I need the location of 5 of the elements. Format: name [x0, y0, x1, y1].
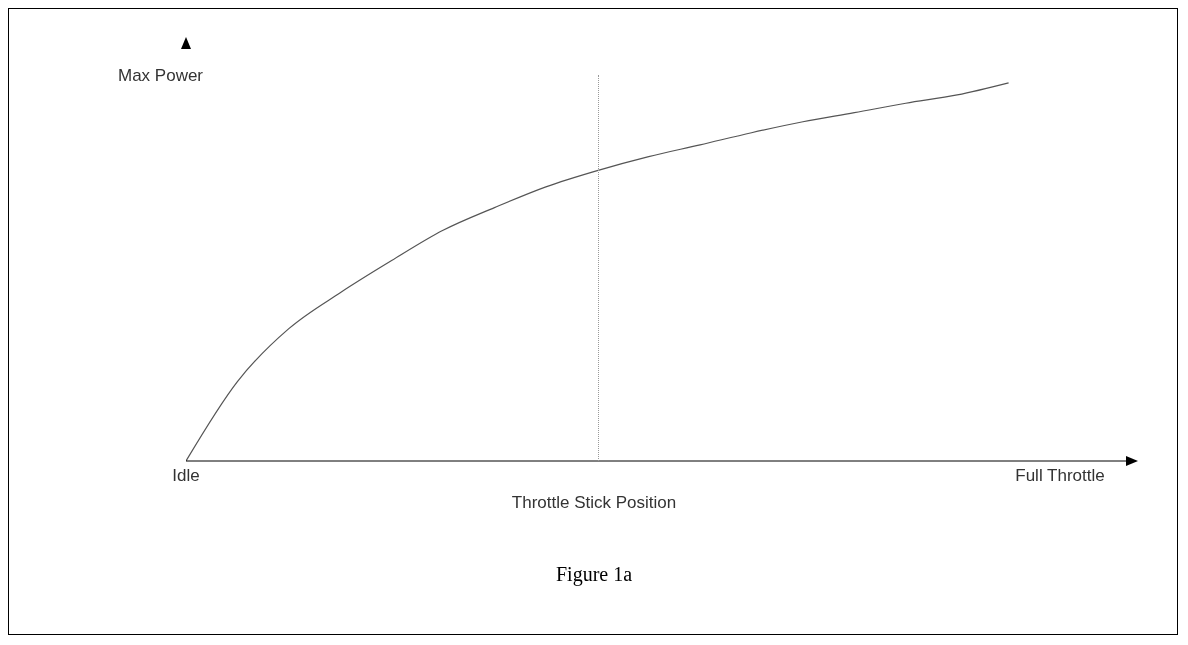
x-tick-label: Idle: [172, 466, 200, 486]
caption: Figure 1a: [554, 563, 634, 586]
y-axis-title: Max Power: [118, 66, 204, 86]
x-tick-label: Full Throttle: [1015, 466, 1105, 486]
x-axis-title: Throttle Stick Position: [510, 493, 678, 513]
